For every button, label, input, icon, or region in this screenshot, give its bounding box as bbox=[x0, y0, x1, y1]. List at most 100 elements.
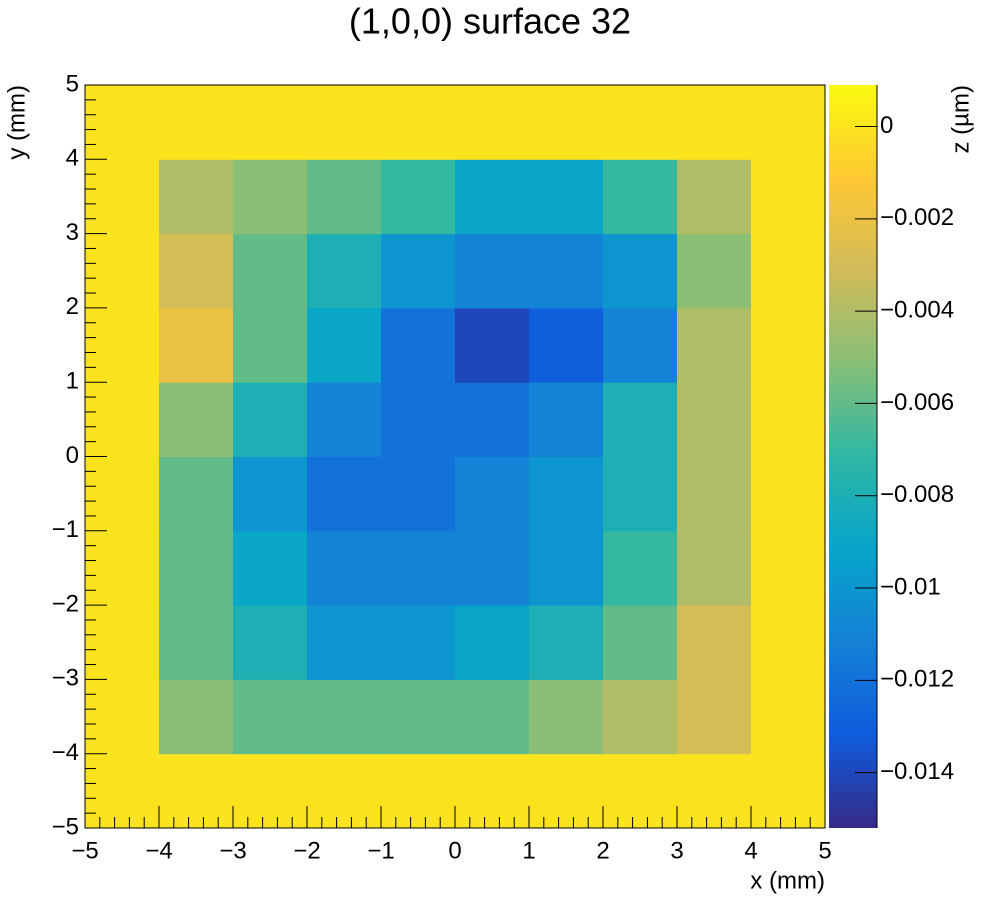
heatmap-cell bbox=[677, 85, 752, 160]
y-tick-label: −5 bbox=[52, 813, 79, 840]
heatmap-cell bbox=[233, 753, 308, 829]
heatmap-cell bbox=[751, 85, 826, 160]
heatmap-cell bbox=[603, 85, 678, 160]
heatmap-cell bbox=[159, 85, 234, 160]
heatmap-cell bbox=[233, 530, 308, 606]
z-tick-label: −0.012 bbox=[880, 666, 954, 693]
heatmap-cell bbox=[381, 456, 456, 532]
y-tick-label: 3 bbox=[66, 219, 79, 246]
color-bar bbox=[829, 85, 877, 828]
heatmap-cell bbox=[455, 753, 530, 829]
heatmap-cell bbox=[233, 233, 308, 309]
heatmap-cell bbox=[603, 530, 678, 606]
heatmap-cell bbox=[677, 456, 752, 532]
heatmap-cell bbox=[455, 233, 530, 309]
heatmap-cell bbox=[307, 159, 382, 235]
heatmap-cell bbox=[603, 382, 678, 457]
heatmap-cell bbox=[85, 605, 160, 680]
y-tick-label: −1 bbox=[52, 516, 79, 543]
heatmap-cell bbox=[159, 307, 234, 383]
heatmap-cell bbox=[751, 307, 826, 383]
heatmap-cell bbox=[677, 159, 752, 235]
x-tick-label: 5 bbox=[818, 837, 831, 864]
heatmap-cell bbox=[455, 679, 530, 755]
heatmap-cell bbox=[381, 605, 456, 680]
heatmap-cell bbox=[307, 530, 382, 606]
heatmap-cell bbox=[751, 382, 826, 457]
heatmap-cell bbox=[677, 679, 752, 755]
x-tick-label: 4 bbox=[744, 837, 757, 864]
x-axis-label: x (mm) bbox=[750, 867, 825, 894]
heatmap-cell bbox=[233, 605, 308, 680]
x-tick-label: −5 bbox=[71, 837, 98, 864]
heatmap-cell bbox=[455, 85, 530, 160]
heatmap-cell bbox=[455, 605, 530, 680]
y-tick-label: 4 bbox=[66, 145, 79, 172]
heatmap-cell bbox=[529, 530, 604, 606]
heatmap-cell bbox=[307, 456, 382, 532]
y-axis-label: y (mm) bbox=[3, 85, 30, 160]
heatmap-cell bbox=[233, 85, 308, 160]
x-tick-label: −1 bbox=[367, 837, 394, 864]
heatmap-cell bbox=[751, 456, 826, 532]
heatmap-cell bbox=[529, 85, 604, 160]
heatmap-cell bbox=[85, 85, 160, 160]
heatmap-cell bbox=[159, 382, 234, 457]
x-tick-label: −4 bbox=[145, 837, 172, 864]
heatmap-cell bbox=[529, 679, 604, 755]
heatmap-cell bbox=[307, 605, 382, 680]
z-tick-label: −0.01 bbox=[880, 573, 941, 600]
heatmap-cell bbox=[751, 679, 826, 755]
heatmap-cell bbox=[381, 382, 456, 457]
z-axis-label: z (µm) bbox=[947, 85, 974, 153]
heatmap-cell bbox=[233, 679, 308, 755]
heatmap-cell bbox=[159, 159, 234, 235]
heatmap bbox=[85, 85, 826, 829]
x-tick-label: 1 bbox=[522, 837, 535, 864]
heatmap-cell bbox=[85, 753, 160, 829]
heatmap-cell bbox=[381, 233, 456, 309]
heatmap-cell bbox=[307, 679, 382, 755]
heatmap-cell bbox=[381, 753, 456, 829]
chart-title: (1,0,0) surface 32 bbox=[349, 1, 631, 42]
x-tick-label: 3 bbox=[670, 837, 683, 864]
heatmap-cell bbox=[529, 753, 604, 829]
heatmap-cell bbox=[677, 530, 752, 606]
heatmap-cell bbox=[159, 605, 234, 680]
heatmap-cell bbox=[85, 382, 160, 457]
y-tick-label: 0 bbox=[66, 442, 79, 469]
heatmap-cell bbox=[85, 159, 160, 235]
z-tick-label: 0 bbox=[880, 112, 893, 139]
heatmap-cell bbox=[529, 605, 604, 680]
heatmap-cell bbox=[381, 679, 456, 755]
heatmap-cell bbox=[381, 85, 456, 160]
heatmap-cell bbox=[85, 307, 160, 383]
heatmap-cell bbox=[603, 233, 678, 309]
heatmap-cell bbox=[233, 382, 308, 457]
y-tick-label: 2 bbox=[66, 293, 79, 320]
heatmap-cell bbox=[603, 159, 678, 235]
z-tick-label: −0.002 bbox=[880, 204, 954, 231]
heatmap-cell bbox=[85, 679, 160, 755]
heatmap-cell bbox=[751, 233, 826, 309]
heatmap-cell bbox=[159, 679, 234, 755]
heatmap-cell bbox=[233, 456, 308, 532]
x-tick-label: 0 bbox=[448, 837, 461, 864]
z-tick-label: −0.006 bbox=[880, 389, 954, 416]
heatmap-cell bbox=[307, 307, 382, 383]
heatmap-cell bbox=[85, 233, 160, 309]
heatmap-cell bbox=[307, 233, 382, 309]
heatmap-cell bbox=[455, 382, 530, 457]
x-tick-label: 2 bbox=[596, 837, 609, 864]
heatmap-cell bbox=[603, 456, 678, 532]
heatmap-cell bbox=[381, 530, 456, 606]
heatmap-cell bbox=[307, 382, 382, 457]
heatmap-cell bbox=[381, 307, 456, 383]
heatmap-cell bbox=[529, 233, 604, 309]
heatmap-cell bbox=[603, 605, 678, 680]
heatmap-cell bbox=[455, 456, 530, 532]
heatmap-cell bbox=[307, 85, 382, 160]
heatmap-cell bbox=[159, 456, 234, 532]
heatmap-cell bbox=[677, 307, 752, 383]
